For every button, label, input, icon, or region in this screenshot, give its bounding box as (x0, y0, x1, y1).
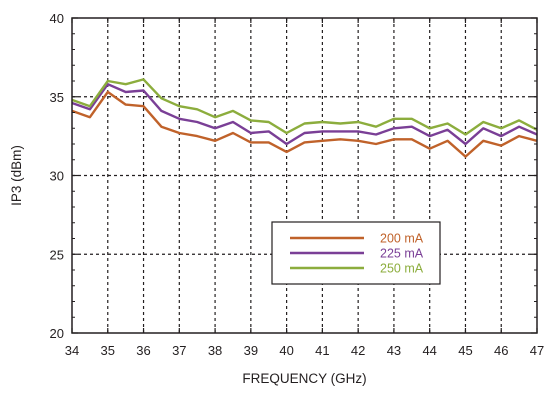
x-tick-label: 45 (458, 343, 472, 358)
grid-lines (72, 18, 537, 333)
axis-ticks (71, 17, 538, 334)
x-tick-label: 42 (351, 343, 365, 358)
x-tick-label: 38 (208, 343, 222, 358)
x-tick-label: 43 (387, 343, 401, 358)
x-tick-label: 40 (279, 343, 293, 358)
series-line-200-ma (71, 90, 538, 158)
y-tick-label: 30 (50, 169, 64, 184)
plot-frame (71, 17, 538, 334)
y-tick-label: 35 (50, 90, 64, 105)
y-axis-label: IP3 (dBm) (9, 145, 24, 206)
legend-label-225-ma: 225 mA (380, 247, 424, 261)
series-line-225-ma (71, 82, 538, 146)
legend-label-250-ma: 250 mA (380, 262, 424, 276)
x-tick-label: 47 (530, 343, 544, 358)
y-tick-label: 20 (50, 326, 64, 341)
x-tick-label: 36 (136, 343, 150, 358)
y-tick-labels: 20 25 30 35 40 (50, 11, 64, 341)
x-tick-label: 46 (494, 343, 508, 358)
x-tick-label: 37 (172, 343, 186, 358)
x-axis-label: FREQUENCY (GHz) (242, 371, 366, 386)
legend-label-200-ma: 200 mA (380, 232, 424, 246)
series-line-250-ma (71, 78, 538, 136)
y-tick-label: 40 (50, 11, 64, 26)
x-tick-label: 44 (422, 343, 436, 358)
x-tick-label: 41 (315, 343, 329, 358)
x-tick-label: 35 (101, 343, 115, 358)
x-tick-labels: 34 35 36 37 38 39 40 41 42 43 44 45 46 47 (65, 343, 544, 358)
y-tick-label: 25 (50, 247, 64, 262)
series-layer (71, 78, 538, 158)
x-tick-label: 34 (65, 343, 79, 358)
x-tick-label: 39 (244, 343, 258, 358)
